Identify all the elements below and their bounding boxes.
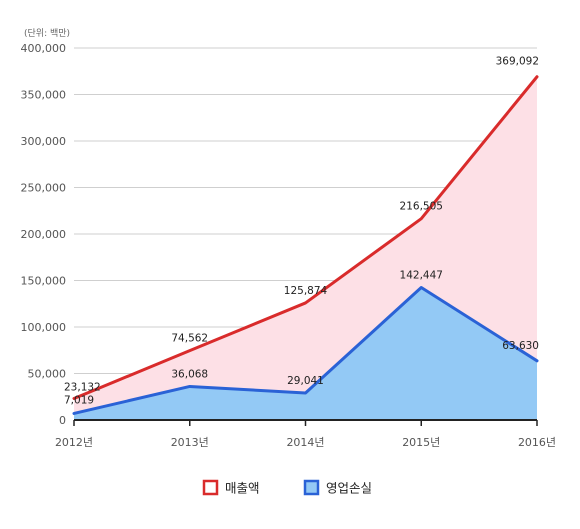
legend-item-2[interactable]: 영업손실 [303, 479, 372, 496]
data-label: 125,874 [284, 285, 328, 297]
x-axis: 2012년 2013년 2014년 2015년 2016년 [55, 419, 556, 449]
series-line-2 [72, 286, 539, 415]
x-tick-label: 2013년 [171, 436, 209, 449]
legend-swatch [202, 479, 219, 496]
y-tick-label: 50,000 [28, 368, 67, 381]
data-label: 23,132 [64, 381, 101, 393]
legend[interactable]: 매출액 영업손실 [202, 479, 372, 496]
gridlines [74, 47, 537, 374]
legend-swatch [303, 479, 320, 496]
data-label: 63,630 [502, 340, 539, 352]
y-tick-label: 100,000 [21, 321, 67, 334]
x-tick-label: 2015년 [402, 436, 440, 449]
legend-label: 영업손실 [326, 481, 372, 496]
x-tick-label: 2012년 [55, 436, 93, 449]
y-tick-label: 250,000 [21, 182, 67, 195]
data-label: 74,562 [171, 333, 208, 345]
x-tick-label: 2014년 [286, 436, 324, 449]
y-tick-label: 400,000 [21, 42, 67, 55]
data-label: 29,041 [287, 375, 324, 387]
legend-label: 매출액 [225, 481, 260, 496]
data-label: 7,019 [64, 394, 94, 406]
y-tick-label: 0 [59, 414, 66, 427]
y-axis: 0 50,000 100,000 150,000 200,000 250,000 300,0… [21, 42, 67, 427]
y-tick-label: 300,000 [21, 135, 67, 148]
data-label: 36,068 [171, 368, 208, 380]
y-tick-label: 350,000 [21, 89, 67, 102]
unit-label: (단위: 백만) [24, 28, 70, 39]
data-label: 369,092 [496, 56, 539, 68]
series-lines [72, 75, 539, 415]
x-tick-label: 2016년 [518, 436, 556, 449]
y-tick-label: 200,000 [21, 228, 67, 241]
series-line-1 [72, 75, 539, 400]
legend-item-1[interactable]: 매출액 [202, 479, 260, 496]
data-label: 142,447 [400, 270, 443, 282]
data-labels: 23,132 74,562 125,874 216,505 369,092 7,019 36… [64, 56, 539, 407]
y-tick-label: 150,000 [21, 275, 67, 288]
data-label: 216,505 [400, 201, 443, 213]
